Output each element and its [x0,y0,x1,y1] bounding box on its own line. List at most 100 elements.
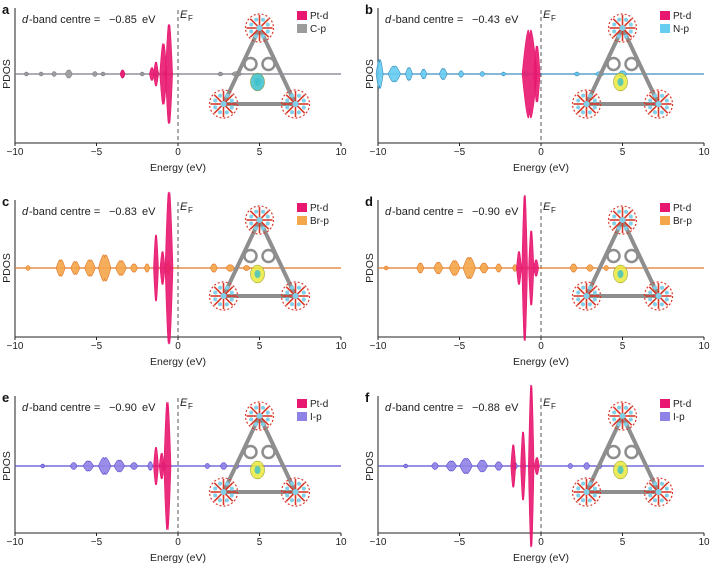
p-orbital-peak [38,71,44,77]
p-orbital-peak [204,463,211,469]
pt-atom [260,34,265,39]
pt-atom [628,22,633,27]
pt-atom [664,105,669,110]
p-orbital-peak [69,462,78,470]
cluster-ring [643,281,674,311]
fermi-level-subscript: F [188,14,193,23]
fermi-level-label: E [180,201,188,213]
d-band-unit: eV [505,14,519,26]
d-band-value: −0.85 [109,14,137,26]
pt-atom [213,493,218,498]
pt-atom [220,101,227,107]
pt-atom [285,297,290,302]
pt-atom [653,93,658,98]
pt-atom [592,486,597,491]
d-band-value: −0.90 [472,206,500,218]
charge-density-core [254,466,261,474]
p-orbital-peak [476,459,489,473]
pt-atom [628,410,633,415]
x-tick-label: 10 [335,147,347,158]
linker-bond [221,218,262,298]
pt-atom [220,489,227,495]
d-band-value: −0.83 [109,206,137,218]
pt-atom [587,498,592,503]
pt-atom [249,221,254,226]
pt-cluster [280,89,311,119]
pt-atom [655,101,662,107]
pt-atom [659,302,664,307]
charge-density-core [617,270,624,278]
p-orbital-peak [585,264,594,272]
p-orbital-peak [431,462,439,470]
pt-atom [224,302,229,307]
cluster-ring [280,477,311,507]
y-axis-label: PDOS [1,59,13,89]
panel-letter: b [365,2,373,17]
x-tick-label: 10 [698,537,710,548]
pt-cluster [244,13,275,43]
pt-atom [616,226,621,231]
p-orbital-peak [573,71,580,77]
x-axis-label: Energy (eV) [150,356,206,368]
x-axis-label: Energy (eV) [150,162,206,174]
molecular-structure-inset [571,205,674,311]
fermi-level-label: E [180,397,188,409]
x-tick-label: −5 [91,341,103,352]
charge-density-core [254,270,261,278]
p-orbital-peak [458,70,465,78]
pt-atom [592,98,597,103]
pt-cluster [280,477,311,507]
x-axis-label: Energy (eV) [150,552,206,564]
pt-atom [253,226,258,231]
pt-atom [301,105,306,110]
p-orbital-peak [25,265,31,271]
legend-swatch [660,11,670,20]
pt-atom [659,498,664,503]
pt-atom [289,302,294,307]
x-tick-label: −5 [454,537,466,548]
pt-d-peak [516,251,522,285]
pt-atom [265,29,270,34]
linker-bond [584,26,625,106]
cluster-ring [208,477,239,507]
pt-atom [218,285,223,290]
d-band-unit: eV [505,206,519,218]
cluster-ring [244,205,275,235]
pt-atom [619,413,626,419]
pt-d-peak [520,431,526,501]
pt-atom [580,498,585,503]
pt-atom [648,493,653,498]
pt-atom [285,486,290,491]
pt-d-peak [159,251,166,285]
x-tick-label: 10 [698,147,710,158]
fermi-level-subscript: F [188,206,193,215]
legend-label: Pt-d [673,11,691,22]
p-orbital-peak [51,71,57,77]
pt-atom [576,297,581,302]
pt-cluster [208,477,239,507]
d-band-text: -band centre = [29,402,100,414]
pt-atom [653,285,658,290]
y-axis-label: PDOS [364,451,376,481]
panel-c: c PDOS −10 −5 0 5 10 Energy (eV) E Fd -band centre… [1,191,347,368]
cluster-ring [571,89,602,119]
fermi-level-label: E [543,397,551,409]
p-orbital-peak [383,265,390,271]
d-band-text: -band centre = [29,206,100,218]
x-tick-label: 0 [175,537,181,548]
pt-atom [592,290,597,295]
pt-atom [581,285,586,290]
linker-ring [243,56,258,72]
pt-d-peak [534,457,540,475]
pt-atom [261,209,266,214]
x-tick-label: 0 [538,147,544,158]
legend-swatch [297,203,307,212]
pt-atom [624,209,629,214]
p-orbital-peak [147,461,154,471]
pt-atom [624,405,629,410]
pt-cluster [643,477,674,507]
pt-cluster [280,281,311,311]
pt-atom [648,105,653,110]
pt-atom [290,285,295,290]
pt-atom [217,498,222,503]
